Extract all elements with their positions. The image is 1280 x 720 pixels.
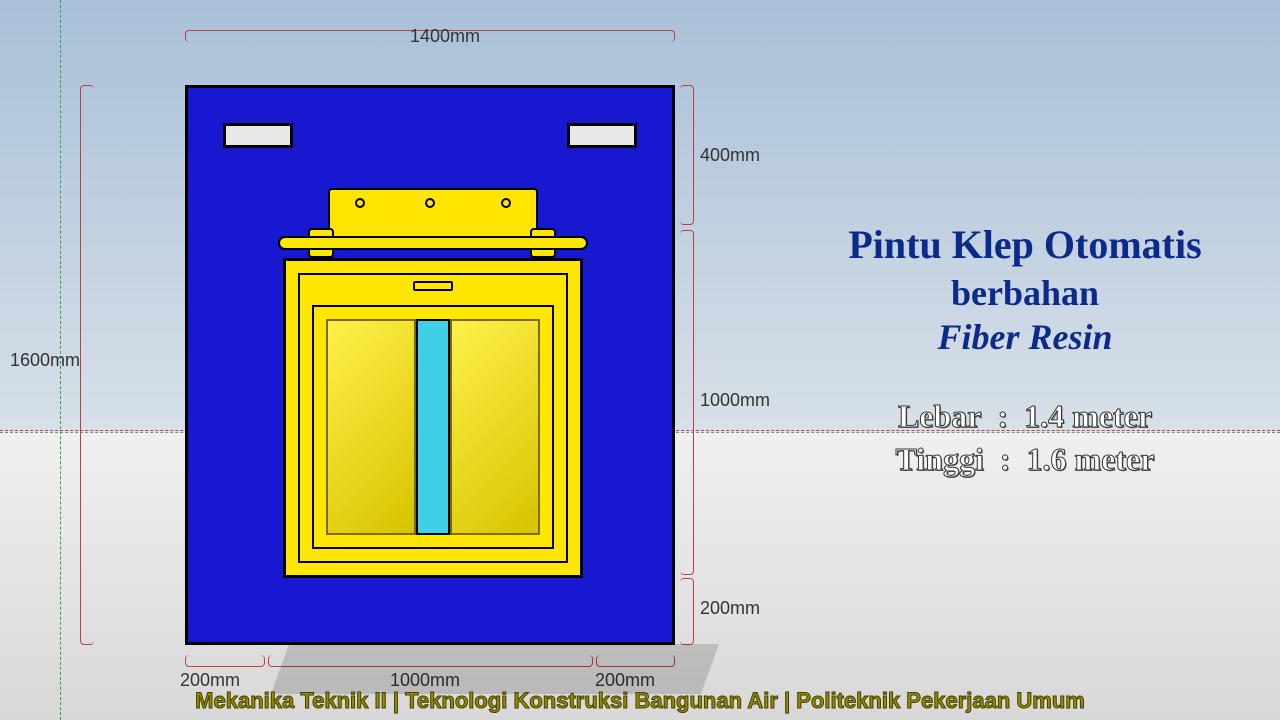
dim-label-flap-height: 1000mm [700,390,770,411]
flap-door [283,258,583,578]
gate-shadow [271,644,719,694]
info-specs: Lebar : 1.4 meter Tinggi : 1.6 meter [790,398,1260,478]
hinge-bar [278,236,588,250]
info-subtitle: berbahan [790,272,1260,314]
dim-bracket-bottom-offset [680,578,694,645]
info-title: Pintu Klep Otomatis [790,220,1260,270]
gate-frame [185,85,675,645]
flap-panel-left [326,319,416,535]
dim-bracket-height-left [80,85,94,645]
dim-label-bottom-offset: 200mm [700,598,760,619]
hinge-plate [328,188,538,238]
spec-height: Tinggi : 1.6 meter [790,441,1260,478]
dim-label-width: 1400mm [410,26,480,47]
dim-label-height: 1600mm [10,350,80,371]
dim-bracket-flap-height [680,230,694,575]
flap-sight-window [416,319,450,535]
flap-inner-frame-2 [312,305,554,549]
lifting-slot-left [223,123,293,148]
dim-bracket-top-offset [680,85,694,225]
footer-credit: Mekanika Teknik II | Teknologi Konstruks… [0,688,1280,714]
lifting-slot-right [567,123,637,148]
dim-label-top-offset: 400mm [700,145,760,166]
flap-top-tab [413,281,453,291]
flap-inner-frame-1 [298,273,568,563]
spec-width: Lebar : 1.4 meter [790,398,1260,435]
flap-panel-right [450,319,540,535]
info-panel: Pintu Klep Otomatis berbahan Fiber Resin… [790,220,1260,484]
gate-diagram: 1400mm 1600mm 400mm 1000mm 200mm 200mm 1… [80,30,730,710]
info-material: Fiber Resin [790,316,1260,358]
dim-bracket-left-margin [185,655,265,667]
